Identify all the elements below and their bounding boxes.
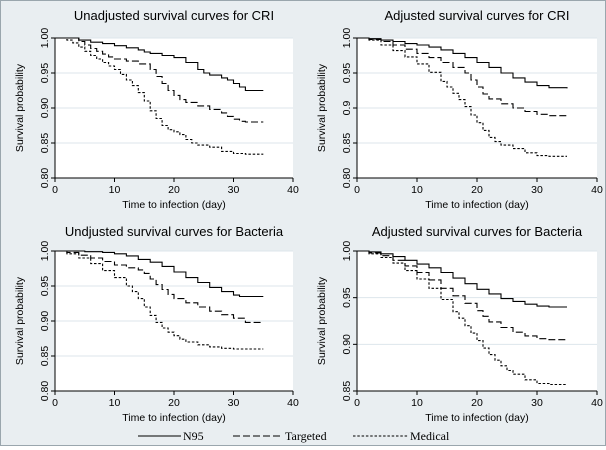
y-axis-title: Survival probability [14,276,26,365]
y-tick-label: 1.00 [39,28,51,49]
series-line-n95 [357,37,568,89]
y-tick-label: 0.95 [39,63,51,84]
y-tick-label: 0.95 [39,276,51,297]
y-tick-label: 0.90 [341,334,353,355]
chart-title: Undjusted survival curves for Bacteria [65,224,284,239]
x-tick-label: 10 [109,184,121,196]
series-line-n95 [55,37,264,92]
x-axis-title: Time to infection (day) [425,199,528,211]
x-tick-label: 40 [591,184,603,196]
chart-title: Adjusted survival curves for CRI [385,8,570,23]
x-tick-label: 0 [354,184,360,196]
y-tick-label: 1.00 [39,241,51,262]
y-tick-label: 0.95 [341,287,353,308]
series-line-targeted [55,37,264,123]
x-tick-label: 40 [287,397,299,409]
y-tick-label: 0.85 [39,346,51,367]
chart-title: Unadjusted survival curves for CRI [74,8,274,23]
x-tick-label: 30 [531,184,543,196]
x-tick-label: 0 [52,397,58,409]
y-tick-label: 0.85 [39,133,51,154]
series-line-medical [357,250,567,386]
y-tick-label: 0.90 [39,311,51,332]
y-tick-label: 0.85 [341,133,353,154]
plot-area [357,251,597,391]
y-tick-label: 0.90 [39,98,51,119]
y-tick-label: 1.00 [341,241,353,262]
legend-label-targeted: Targeted [285,429,327,443]
series-line-targeted [55,250,264,323]
y-tick-label: 0.80 [39,168,51,189]
x-tick-label: 0 [354,397,360,409]
y-tick-label: 0.80 [39,381,51,402]
y-tick-label: 0.95 [341,63,353,84]
x-axis-title: Time to infection (day) [122,412,225,424]
y-axis-title: Survival probability [316,276,328,365]
series-line-medical [55,37,264,155]
chart-panel-3: Undjusted survival curves for Bacteria 0.… [14,224,299,424]
x-tick-label: 30 [228,184,240,196]
x-tick-label: 30 [531,397,543,409]
x-tick-label: 10 [411,397,423,409]
y-tick-label: 0.85 [341,381,353,402]
chart-title: Adjusted survival curves for Bacteria [372,224,583,239]
y-tick-label: 1.00 [341,28,353,49]
y-axis-title: Survival probability [14,63,26,152]
chart-panel-4: Adjusted survival curves for Bacteria 0.8… [316,224,603,424]
x-tick-label: 20 [168,184,180,196]
x-tick-label: 30 [228,397,240,409]
legend: N95 Targeted Medical [138,429,450,443]
chart-panel-1: Unadjusted survival curves for CRI 0.80 0.… [14,8,299,211]
x-axis-title: Time to infection (day) [425,412,528,424]
x-tick-label: 20 [471,184,483,196]
x-axis-title: Time to infection (day) [122,199,225,211]
series-line-n95 [55,250,264,298]
x-tick-label: 20 [168,397,180,409]
series-line-medical [55,250,264,350]
series-line-medical [357,37,567,157]
y-axis-title: Survival probability [316,63,328,152]
x-tick-label: 20 [471,397,483,409]
x-tick-label: 40 [287,184,299,196]
x-tick-label: 0 [52,184,58,196]
legend-label-n95: N95 [183,429,204,443]
x-tick-label: 10 [411,184,423,196]
legend-label-medical: Medical [410,429,450,443]
y-tick-label: 0.9 [341,101,353,116]
series-line-targeted [357,37,567,117]
y-tick-label: 0.80 [341,168,353,189]
x-tick-label: 10 [109,397,121,409]
x-tick-label: 40 [591,397,603,409]
chart-panel-2: Adjusted survival curves for CRI 0.80 0.85… [316,8,603,211]
